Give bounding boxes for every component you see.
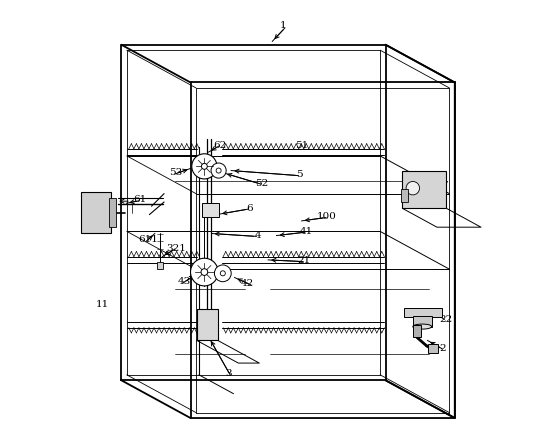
Bar xyxy=(413,325,421,337)
Text: 21: 21 xyxy=(297,256,310,265)
Text: 321: 321 xyxy=(166,244,186,252)
Text: 53: 53 xyxy=(169,168,182,177)
Bar xyxy=(404,308,442,317)
Bar xyxy=(81,192,111,233)
Bar xyxy=(157,261,163,269)
Bar xyxy=(413,316,432,326)
Bar xyxy=(403,170,446,208)
Circle shape xyxy=(215,265,231,282)
Bar xyxy=(202,203,220,217)
Text: 611: 611 xyxy=(138,235,158,244)
Circle shape xyxy=(216,168,221,173)
Text: 4: 4 xyxy=(254,231,261,240)
Circle shape xyxy=(191,258,218,286)
Circle shape xyxy=(406,181,420,195)
Text: 5: 5 xyxy=(296,170,303,179)
Bar xyxy=(427,344,438,353)
Text: 52: 52 xyxy=(255,178,268,188)
Text: 1: 1 xyxy=(279,21,286,30)
Bar xyxy=(197,309,218,340)
Ellipse shape xyxy=(413,324,432,329)
Circle shape xyxy=(201,164,207,169)
Circle shape xyxy=(220,271,225,276)
Text: 42: 42 xyxy=(241,279,254,288)
Text: 41: 41 xyxy=(299,227,312,236)
Text: 51: 51 xyxy=(295,141,308,150)
Text: 6: 6 xyxy=(246,204,253,213)
Text: 3: 3 xyxy=(225,369,232,379)
Bar xyxy=(109,198,116,227)
Bar xyxy=(401,190,408,202)
Text: 22: 22 xyxy=(440,315,453,324)
Text: 11: 11 xyxy=(96,300,109,309)
Text: 62: 62 xyxy=(213,141,227,150)
Text: 7: 7 xyxy=(441,181,447,190)
Circle shape xyxy=(201,269,208,275)
Text: 43: 43 xyxy=(178,277,191,286)
Circle shape xyxy=(211,163,226,178)
Text: 2: 2 xyxy=(439,344,446,353)
Text: 61: 61 xyxy=(134,196,147,204)
Text: 100: 100 xyxy=(317,212,337,221)
Circle shape xyxy=(192,154,217,179)
